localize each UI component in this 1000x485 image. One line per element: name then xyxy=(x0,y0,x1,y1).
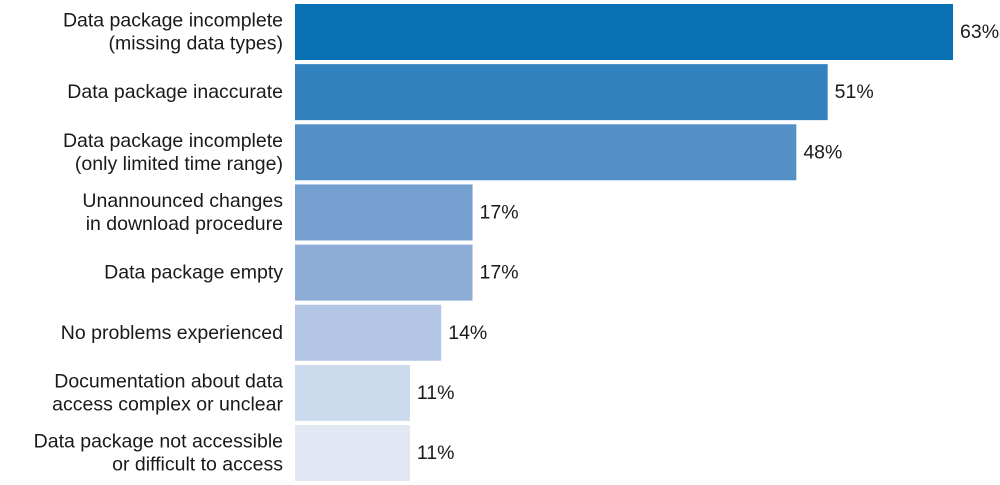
bar-6 xyxy=(295,304,442,361)
category-label-2: Data package inaccurate xyxy=(67,81,283,103)
value-label-3: 48% xyxy=(803,141,842,163)
bar-3 xyxy=(295,124,797,181)
value-label-1: 63% xyxy=(960,21,999,43)
category-label-line: or difficult to access xyxy=(112,454,283,476)
bars-group xyxy=(295,4,953,482)
bar-5 xyxy=(295,244,473,301)
value-label-7: 11% xyxy=(417,382,455,404)
bar-4 xyxy=(295,184,473,241)
bar-1 xyxy=(295,4,953,60)
value-label-2: 51% xyxy=(835,81,874,103)
value-label-6: 14% xyxy=(448,322,487,344)
category-label-line: (only limited time range) xyxy=(75,153,283,175)
category-label-line: Data package empty xyxy=(104,262,283,284)
value-labels-group: 63% 51% 48% 17% 17% 14% 11% 11% xyxy=(417,21,999,464)
category-label-line: Unannounced changes xyxy=(82,190,283,212)
category-label-1: Data package incomplete (missing data typ… xyxy=(63,10,283,55)
bar-7 xyxy=(295,364,410,421)
category-labels-group: Data package incomplete (missing data typ… xyxy=(34,10,284,476)
value-label-8: 11% xyxy=(417,442,455,464)
category-label-line: Data package incomplete xyxy=(63,130,283,152)
category-label-8: Data package not accessible or difficult … xyxy=(34,431,284,476)
category-label-line: No problems experienced xyxy=(61,322,283,344)
category-label-line: in download procedure xyxy=(86,213,283,235)
category-label-line: Data package incomplete xyxy=(63,10,283,32)
category-label-6: No problems experienced xyxy=(61,322,283,344)
category-label-line: Data package not accessible xyxy=(34,431,283,453)
category-label-5: Data package empty xyxy=(104,262,283,284)
category-label-3: Data package incomplete (only limited tim… xyxy=(63,130,283,175)
value-label-4: 17% xyxy=(480,201,519,223)
bar-8 xyxy=(295,425,410,482)
value-label-5: 17% xyxy=(480,262,519,284)
category-label-7: Documentation about data access complex o… xyxy=(52,370,283,415)
category-label-line: access complex or unclear xyxy=(52,393,283,415)
category-label-line: Documentation about data xyxy=(54,370,283,392)
category-label-line: (missing data types) xyxy=(109,33,283,55)
category-label-4: Unannounced changes in download procedure xyxy=(82,190,283,235)
bar-2 xyxy=(295,64,828,121)
category-label-line: Data package inaccurate xyxy=(67,81,283,103)
